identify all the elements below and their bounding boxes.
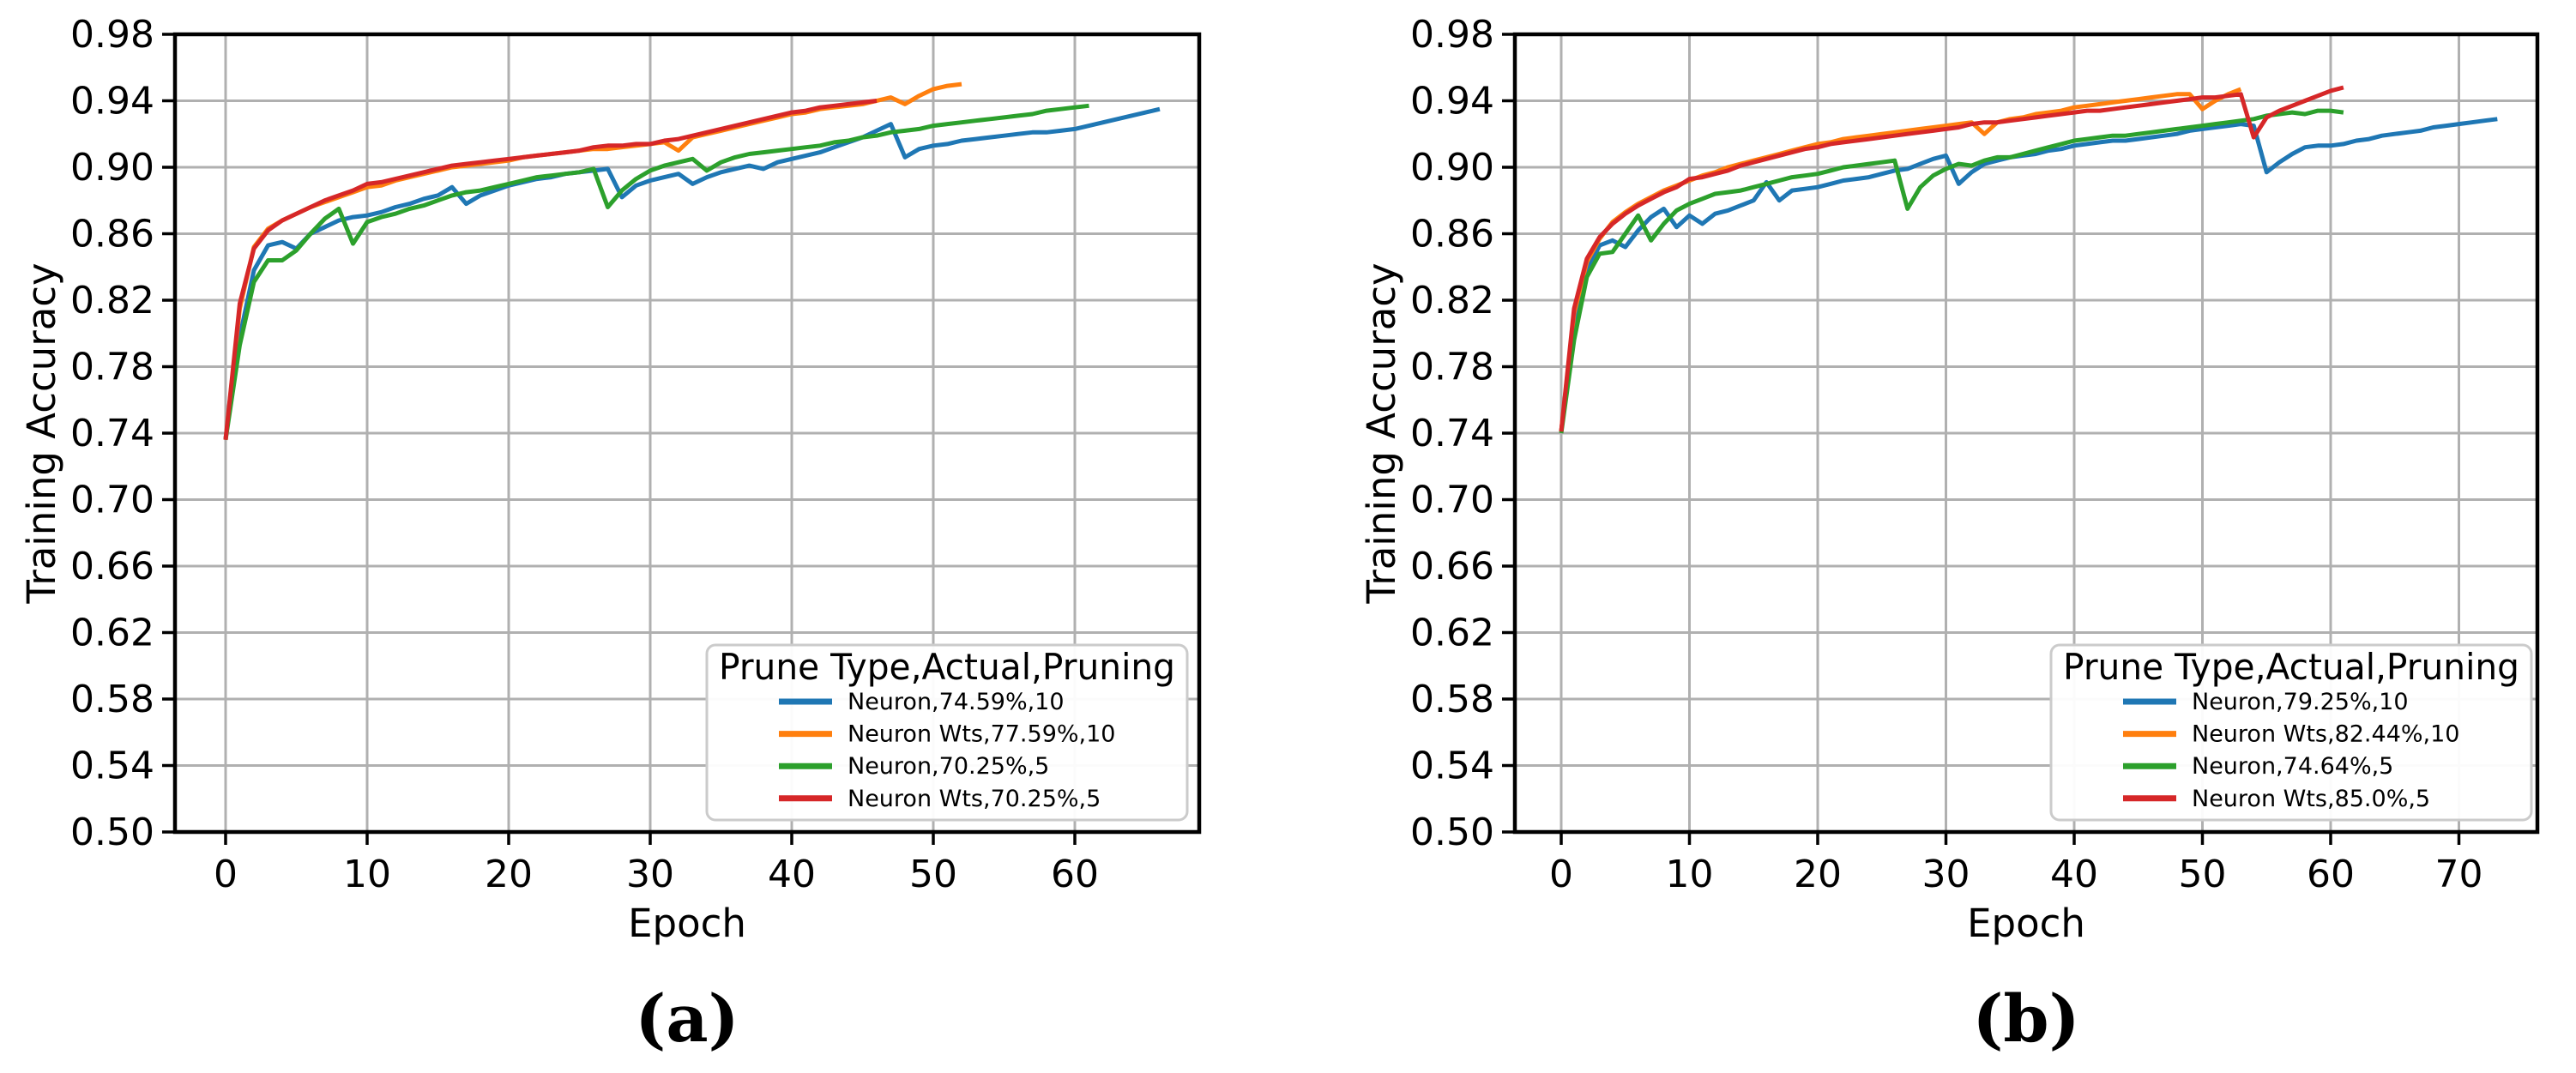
y-tick-label: 0.66	[70, 545, 154, 588]
ticks-a	[162, 33, 1077, 845]
x-tick-label: 60	[1051, 853, 1099, 896]
y-tick-label: 0.50	[1410, 811, 1494, 854]
y-tick-label: 0.86	[70, 213, 154, 256]
y-tick-label: 0.90	[70, 146, 154, 190]
caption-b: (b)	[1972, 980, 2080, 1057]
y-tick-label: 0.62	[1410, 612, 1494, 655]
x-tick-label: 60	[2307, 853, 2355, 896]
legend-label-1: Neuron Wts,82.44%,10	[2192, 721, 2459, 748]
y-tick-label: 0.82	[70, 279, 154, 323]
y-axis-label-a: Training Accuracy	[19, 262, 64, 604]
series-line-a-2	[223, 103, 1089, 441]
y-tick-label: 0.90	[1410, 146, 1494, 190]
x-tick-label: 50	[909, 853, 957, 896]
y-tick-label: 0.98	[70, 13, 154, 57]
legend-label-3: Neuron Wts,70.25%,5	[848, 786, 1101, 812]
series-group-a	[223, 81, 1161, 441]
x-tick-label: 0	[214, 853, 238, 896]
x-tick-label: 20	[485, 853, 533, 896]
legend-label-3: Neuron Wts,85.0%,5	[2192, 786, 2430, 812]
x-tick-label: 40	[768, 853, 816, 896]
y-tick-label: 0.98	[1410, 13, 1494, 57]
series-line-a-3	[223, 99, 878, 441]
y-tick-label: 0.62	[70, 612, 154, 655]
y-tick-label: 0.94	[70, 80, 154, 124]
x-tick-label: 40	[2050, 853, 2098, 896]
y-tick-label: 0.54	[1410, 744, 1494, 788]
x-tick-label: 50	[2179, 853, 2227, 896]
y-tick-label: 0.74	[1410, 412, 1494, 455]
y-tick-label: 0.70	[1410, 479, 1494, 522]
legend-box	[2049, 643, 2533, 822]
chart-b: 0 10 20 30 40 50 60 70 0.50 0.54 0.58 0.62 0.66 0.70 0…	[1359, 13, 2540, 946]
chart-a: 0 10 20 30 40 50 60 0.50 0.54 0.58 0.62 0.66 0.70 0.7…	[19, 13, 1202, 946]
x-tick-label: 30	[626, 853, 674, 896]
legend-label-1: Neuron Wts,77.59%,10	[848, 721, 1115, 748]
legend-box	[705, 643, 1189, 822]
legend-b: Prune Type,Actual,PruningNeuron,79.25%,1…	[2049, 643, 2533, 822]
x-tick-label: 20	[1794, 853, 1842, 896]
y-tick-label: 0.74	[70, 412, 154, 455]
x-axis-label-a: Epoch	[628, 901, 746, 946]
y-tick-label: 0.82	[1410, 279, 1494, 323]
series-group-b	[1559, 85, 2498, 434]
x-axis-label-b: Epoch	[1967, 901, 2085, 946]
legend-label-0: Neuron,79.25%,10	[2192, 689, 2409, 715]
y-tick-label: 0.94	[1410, 80, 1494, 124]
x-tick-label: 0	[1549, 853, 1573, 896]
y-tick-label: 0.58	[1410, 678, 1494, 721]
y-axis-label-b: Training Accuracy	[1359, 262, 1404, 604]
x-tick-label: 10	[343, 853, 391, 896]
legend-label-2: Neuron,70.25%,5	[848, 753, 1049, 780]
caption-a: (a)	[635, 980, 739, 1057]
x-tick-label: 30	[1922, 853, 1970, 896]
legend-title: Prune Type,Actual,Pruning	[719, 646, 1175, 688]
series-line-a-1	[223, 81, 962, 441]
y-tick-label: 0.78	[1410, 346, 1494, 389]
y-tick-label: 0.78	[70, 346, 154, 389]
y-tick-label: 0.66	[1410, 545, 1494, 588]
y-tick-label: 0.50	[70, 811, 154, 854]
legend-label-0: Neuron,74.59%,10	[848, 689, 1065, 715]
x-tick-label: 10	[1666, 853, 1714, 896]
series-line-b-0	[1559, 117, 2498, 432]
y-tick-label: 0.54	[70, 744, 154, 788]
x-tick-label: 70	[2435, 853, 2483, 896]
legend-label-2: Neuron,74.64%,5	[2192, 753, 2393, 780]
series-line-b-2	[1559, 108, 2344, 434]
y-tick-label: 0.58	[70, 678, 154, 721]
y-tick-label: 0.70	[70, 479, 154, 522]
ticks-b	[1502, 33, 2461, 845]
y-tick-label: 0.86	[1410, 213, 1494, 256]
legend-title: Prune Type,Actual,Pruning	[2063, 646, 2519, 688]
legend-a: Prune Type,Actual,PruningNeuron,74.59%,1…	[705, 643, 1189, 822]
series-line-b-3	[1559, 85, 2344, 432]
series-line-a-0	[223, 106, 1161, 439]
